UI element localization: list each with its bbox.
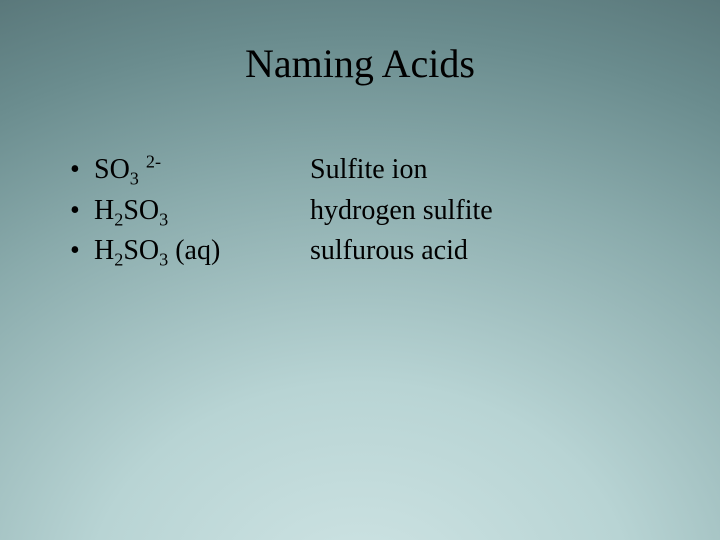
bullet-icon: •	[70, 150, 94, 191]
list-item: • SO3 2- Sulfite ion	[70, 150, 493, 191]
content-list: • SO3 2- Sulfite ion • H2SO3 hydrogen su…	[70, 150, 493, 272]
bullet-icon: •	[70, 191, 94, 232]
name-text: hydrogen sulfite	[310, 191, 493, 232]
list-item: • H2SO3 hydrogen sulfite	[70, 191, 493, 232]
slide: Naming Acids • SO3 2- Sulfite ion • H2SO…	[0, 0, 720, 540]
formula-text: H2SO3	[94, 191, 310, 232]
list-item: • H2SO3 (aq) sulfurous acid	[70, 231, 493, 272]
slide-title: Naming Acids	[0, 40, 720, 87]
bullet-icon: •	[70, 231, 94, 272]
formula-text: SO3 2-	[94, 150, 310, 191]
formula-text: H2SO3 (aq)	[94, 231, 310, 272]
name-text: sulfurous acid	[310, 231, 493, 272]
name-text: Sulfite ion	[310, 150, 493, 191]
